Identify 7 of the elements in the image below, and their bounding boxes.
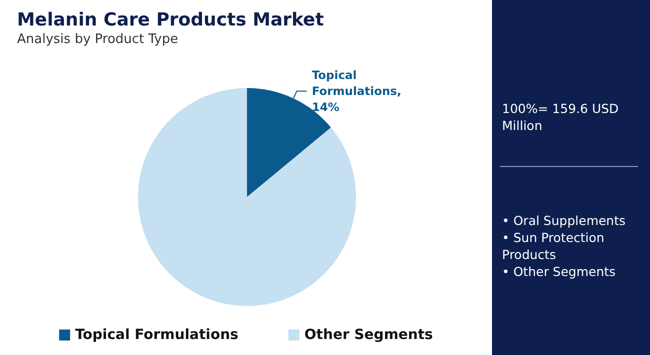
- text: • Oral Supplements • Sun Protection Products • Other Segments: [502, 212, 627, 280]
- data-label: Topical Formulations, 14%: [312, 68, 406, 114]
- chart-title: Melanin Care Products Market: [17, 10, 324, 30]
- legend-label: Topical Formulations: [75, 327, 238, 343]
- legend-label: Other Segments: [304, 327, 433, 343]
- text: 100%= 159.6 USD Million: [502, 100, 620, 134]
- chart-subtitle: Analysis by Product Type: [17, 32, 178, 47]
